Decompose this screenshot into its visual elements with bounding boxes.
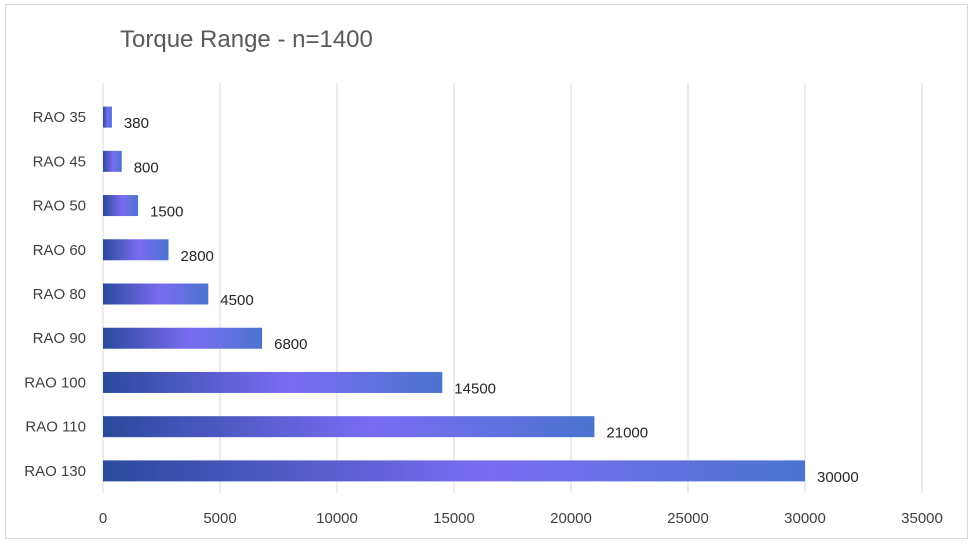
x-tick-label: 0 <box>99 510 107 527</box>
x-tick-label: 10000 <box>316 510 358 527</box>
bar <box>103 150 122 172</box>
data-label: 4500 <box>220 292 253 309</box>
bar <box>103 371 443 393</box>
data-label: 380 <box>124 115 149 132</box>
x-tick-label: 35000 <box>901 510 943 527</box>
bar <box>103 239 169 261</box>
chart-title: Torque Range - n=1400 <box>120 26 373 53</box>
x-tick-label: 15000 <box>433 510 475 527</box>
data-label: 6800 <box>274 336 307 353</box>
x-tick-label: 30000 <box>784 510 826 527</box>
bar <box>103 195 139 217</box>
bar <box>103 283 209 305</box>
category-label: RAO 80 <box>33 286 86 303</box>
category-label: RAO 100 <box>24 374 86 391</box>
x-tick-label: 20000 <box>550 510 592 527</box>
bar <box>103 327 263 349</box>
category-label: RAO 50 <box>33 198 86 215</box>
x-tick-label: 25000 <box>667 510 709 527</box>
data-label: 21000 <box>606 425 648 442</box>
bar <box>103 106 112 128</box>
labels: 0 5000 10000 15000 20000 25000 30000 35000 RAO 3… <box>24 109 943 527</box>
x-tick-label: 5000 <box>203 510 236 527</box>
bar <box>103 416 595 438</box>
category-label: RAO 60 <box>33 242 86 259</box>
category-label: RAO 130 <box>24 463 86 480</box>
data-label: 30000 <box>817 469 859 486</box>
data-label: 1500 <box>150 204 183 221</box>
category-label: RAO 110 <box>25 419 86 436</box>
chart-frame <box>5 4 968 539</box>
category-label: RAO 90 <box>33 330 86 347</box>
data-label: 2800 <box>181 248 214 265</box>
data-label: 14500 <box>454 380 496 397</box>
category-label: RAO 45 <box>33 153 86 170</box>
bar <box>103 460 805 482</box>
category-label: RAO 35 <box>33 109 86 126</box>
data-label: 800 <box>134 159 159 176</box>
bars <box>103 106 805 482</box>
